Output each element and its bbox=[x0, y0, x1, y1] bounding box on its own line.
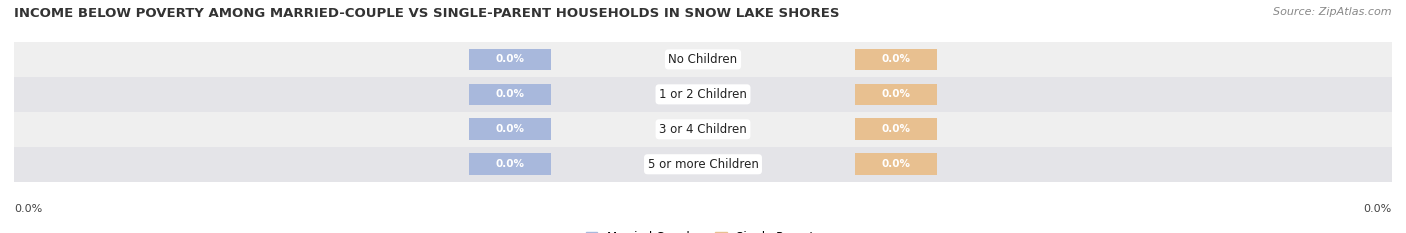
Text: Source: ZipAtlas.com: Source: ZipAtlas.com bbox=[1274, 7, 1392, 17]
Text: 0.0%: 0.0% bbox=[495, 159, 524, 169]
Bar bbox=[468, 118, 551, 140]
Text: INCOME BELOW POVERTY AMONG MARRIED-COUPLE VS SINGLE-PARENT HOUSEHOLDS IN SNOW LA: INCOME BELOW POVERTY AMONG MARRIED-COUPL… bbox=[14, 7, 839, 20]
Text: 0.0%: 0.0% bbox=[495, 124, 524, 134]
Bar bbox=[855, 84, 938, 105]
Bar bbox=[855, 118, 938, 140]
Text: 0.0%: 0.0% bbox=[1364, 204, 1392, 214]
Text: No Children: No Children bbox=[668, 53, 738, 66]
Text: 0.0%: 0.0% bbox=[882, 55, 911, 64]
Text: 0.0%: 0.0% bbox=[882, 159, 911, 169]
Bar bbox=[14, 42, 1392, 77]
Text: 1 or 2 Children: 1 or 2 Children bbox=[659, 88, 747, 101]
Bar bbox=[855, 154, 938, 175]
Text: 0.0%: 0.0% bbox=[882, 124, 911, 134]
Bar bbox=[468, 49, 551, 70]
Bar bbox=[468, 84, 551, 105]
Text: 0.0%: 0.0% bbox=[14, 204, 42, 214]
Text: 3 or 4 Children: 3 or 4 Children bbox=[659, 123, 747, 136]
Bar bbox=[14, 147, 1392, 182]
Text: 5 or more Children: 5 or more Children bbox=[648, 158, 758, 171]
Text: 0.0%: 0.0% bbox=[495, 55, 524, 64]
Text: 0.0%: 0.0% bbox=[495, 89, 524, 99]
Legend: Married Couples, Single Parents: Married Couples, Single Parents bbox=[581, 226, 825, 233]
Bar bbox=[14, 112, 1392, 147]
Bar bbox=[855, 49, 938, 70]
Text: 0.0%: 0.0% bbox=[882, 89, 911, 99]
Bar bbox=[468, 154, 551, 175]
Bar bbox=[14, 77, 1392, 112]
